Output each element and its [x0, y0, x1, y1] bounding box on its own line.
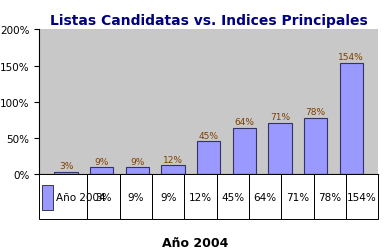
Text: 154%: 154%: [347, 192, 377, 202]
Text: Año 2004: Año 2004: [56, 192, 106, 202]
Text: 9%: 9%: [128, 192, 144, 202]
Text: 45%: 45%: [221, 192, 245, 202]
Text: 9%: 9%: [94, 157, 109, 166]
Bar: [120, 174, 152, 219]
Bar: [197, 142, 220, 174]
Bar: [217, 174, 249, 219]
Bar: [152, 174, 184, 219]
Text: 78%: 78%: [306, 108, 326, 117]
Text: 3%: 3%: [59, 162, 73, 171]
Bar: [161, 166, 184, 174]
Text: 12%: 12%: [163, 155, 183, 164]
Bar: [233, 128, 256, 174]
Text: 12%: 12%: [189, 192, 212, 202]
Text: 9%: 9%: [160, 192, 177, 202]
Text: 45%: 45%: [199, 132, 219, 140]
Text: 71%: 71%: [270, 113, 290, 122]
Bar: [314, 174, 346, 219]
Text: 154%: 154%: [339, 53, 364, 62]
Text: 71%: 71%: [286, 192, 309, 202]
Bar: [346, 174, 378, 219]
Title: Listas Candidatas vs. Indices Principales: Listas Candidatas vs. Indices Principale…: [50, 14, 367, 28]
Bar: [281, 174, 314, 219]
Bar: [184, 174, 217, 219]
Text: 64%: 64%: [234, 118, 254, 127]
Bar: [304, 118, 327, 174]
Bar: [55, 172, 78, 174]
Bar: [249, 174, 281, 219]
Bar: [126, 168, 149, 174]
Bar: [43, 185, 53, 210]
Text: 3%: 3%: [96, 192, 112, 202]
Text: 64%: 64%: [254, 192, 277, 202]
Text: 9%: 9%: [130, 157, 145, 166]
Bar: [90, 168, 113, 174]
Text: 78%: 78%: [318, 192, 341, 202]
Bar: [87, 174, 120, 219]
Bar: [268, 123, 292, 174]
Bar: [39, 174, 87, 219]
Bar: [340, 63, 363, 174]
Text: Año 2004: Año 2004: [162, 237, 228, 249]
